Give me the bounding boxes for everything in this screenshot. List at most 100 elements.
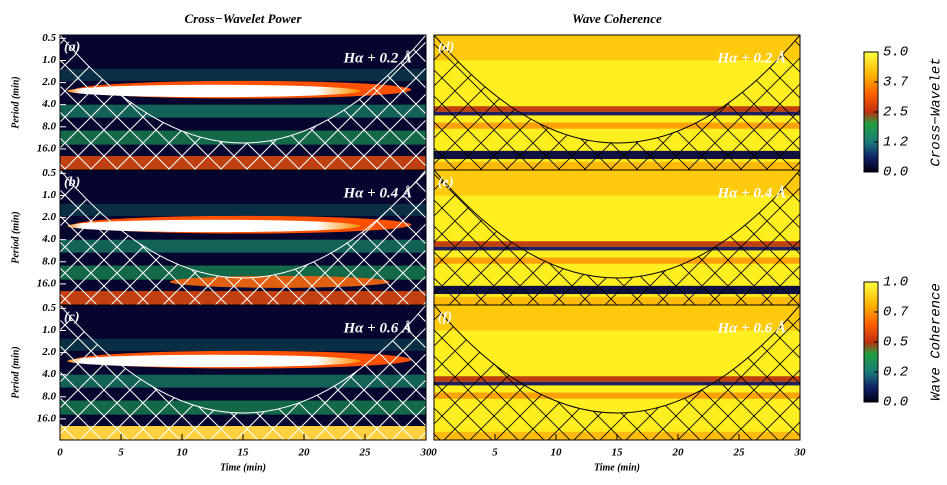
heatmap-body [60,305,426,440]
cone-line [434,305,800,414]
y-tick-label: 16.0 [37,277,57,289]
colorbar-label: Wave Coherence [929,283,945,401]
band [434,111,800,116]
colorbar-tick-label: 5.0 [883,45,908,61]
band [434,241,800,247]
colorbar: 0.0 0.2 0.5 0.7 1.0 Wave Coherence [863,275,945,411]
x-tick-label: 5 [118,447,124,459]
y-tick-label: 2.0 [41,346,56,358]
colorbar: 0.0 1.2 2.5 3.7 5.0 Cross−Wavelet [863,45,945,181]
band [434,246,800,251]
y-tick-label: 16.0 [37,142,57,154]
annotation: Hα + 0.6 Å [342,320,412,336]
y-axis-label: Period (min) [10,346,21,399]
colorbar-tick-label: 2.5 [883,105,909,121]
panel: (d) Hα + 0.2 Å Wave Coherence [433,11,801,171]
y-axis-label: Period (min) [10,76,21,129]
column-title: Cross−Wavelet Power [184,11,302,26]
band [434,257,800,264]
heatmap-body [434,35,800,170]
heatmap-body [434,170,800,305]
band [434,376,800,382]
cone-line [60,170,426,279]
annotation: Hα + 0.6 Å [716,320,786,336]
band [60,203,426,216]
panel: (e) Hα + 0.4 Å [433,169,801,306]
cone-line [434,170,800,279]
annotation: Hα + 0.2 Å [716,50,786,66]
panel-label: (e) [438,175,454,190]
band [434,392,800,399]
panel-label: (a) [64,40,80,55]
band [67,354,361,368]
panel-label: (c) [64,310,80,325]
colorbar-tick-label: 0.0 [883,395,908,411]
cone-of-influence [434,305,800,440]
colorbar-tick-label: 1.2 [883,135,908,151]
colorbar-tick-label: 3.7 [883,75,909,91]
y-tick-label: 2.0 [41,76,56,88]
y-tick-label: 1.0 [42,189,56,201]
band [434,305,800,331]
cone-line [60,305,426,414]
band [434,381,800,386]
y-tick-label: 8.0 [42,390,56,402]
band [60,338,426,351]
y-tick-label: 4.0 [41,368,56,380]
y-tick-label: 0.5 [42,302,56,314]
x-tick-label: 5 [492,447,498,459]
cone-of-influence [60,35,426,170]
panel-label: (f) [438,310,452,325]
y-axis-label: Period (min) [10,211,21,264]
y-tick-label: 16.0 [37,412,57,424]
panel: (c) Hα + 0.6 Å Period (min) Time (min) 0.5 1.… [10,302,432,473]
y-tick-label: 1.0 [42,54,56,66]
x-tick-label: 30 [420,447,433,459]
panel-label: (d) [438,40,454,55]
y-tick-label: 4.0 [41,98,56,110]
cone-line [434,35,800,144]
cone-line [60,35,426,144]
band [434,170,800,196]
y-tick-label: 0.5 [42,32,56,44]
panel: (b) Hα + 0.4 Å Period (min) 0.5 1.0 2.0 4.0 8.0… [10,167,427,306]
y-tick-label: 8.0 [42,120,56,132]
band [60,68,426,81]
y-tick-label: 0.5 [42,167,56,179]
cone-of-influence [60,170,426,305]
y-tick-label: 4.0 [41,233,56,245]
colorbar-tick-label: 0.2 [883,365,908,381]
band [434,122,800,129]
band [60,374,426,388]
colorbar-tick-label: 1.0 [883,275,908,291]
panel: (a) Hα + 0.2 Å Cross−Wavelet Power Period (… [10,11,427,171]
y-tick-label: 1.0 [42,324,56,336]
heatmap-body [60,170,426,305]
y-tick-label: 8.0 [42,255,56,267]
x-tick-label: 10 [551,447,563,459]
band [434,106,800,112]
annotation: Hα + 0.4 Å [716,185,786,201]
heatmap-body [60,35,426,170]
x-tick-label: 20 [672,447,685,459]
colorbar-label: Cross−Wavelet [929,57,945,166]
panel: (f) Hα + 0.6 Å Time (min) 0 5 10 15 20 25 30 [431,304,806,473]
panel-label: (b) [64,175,80,190]
x-tick-label: 15 [612,447,624,459]
x-tick-label: 25 [359,447,372,459]
colorbar-tick-label: 0.0 [883,165,908,181]
cone-of-influence [434,170,800,305]
x-axis-label: Time (min) [594,462,640,473]
cone-of-influence [434,35,800,170]
colorbar-tick-label: 0.7 [883,305,909,321]
annotation: Hα + 0.4 Å [342,185,412,201]
x-tick-label: 10 [177,447,189,459]
cone-of-influence [60,305,426,440]
band [434,35,800,61]
band [67,84,361,98]
x-axis-label: Time (min) [220,462,266,473]
annotation: Hα + 0.2 Å [342,50,412,66]
y-tick-label: 2.0 [41,211,56,223]
colorbar-tick-label: 0.5 [883,335,909,351]
